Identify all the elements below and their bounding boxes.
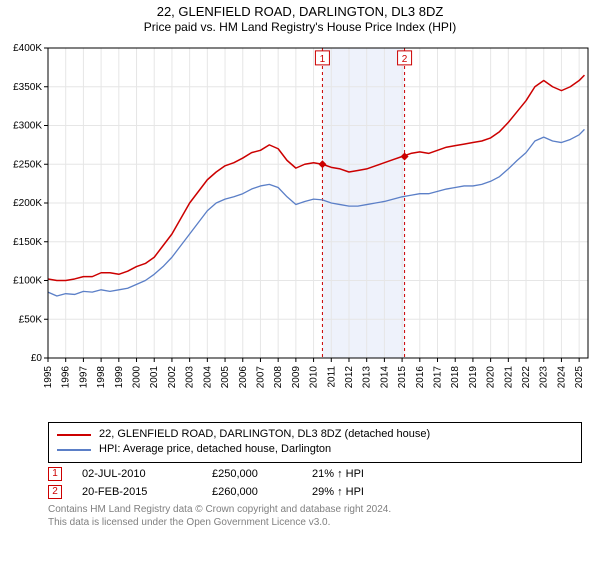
svg-text:2018: 2018 xyxy=(450,366,461,389)
svg-text:2014: 2014 xyxy=(379,366,390,389)
transactions-table: 1 02-JUL-2010 £250,000 21% ↑ HPI 2 20-FE… xyxy=(48,467,582,499)
svg-text:2016: 2016 xyxy=(415,366,426,389)
svg-text:£250K: £250K xyxy=(13,159,42,170)
svg-text:2024: 2024 xyxy=(556,366,567,389)
transaction-price: £260,000 xyxy=(212,486,312,498)
footer-line: Contains HM Land Registry data © Crown c… xyxy=(48,503,582,516)
svg-text:2005: 2005 xyxy=(220,366,231,389)
svg-text:1995: 1995 xyxy=(43,366,54,389)
svg-text:£350K: £350K xyxy=(13,82,42,93)
svg-text:2021: 2021 xyxy=(503,366,514,389)
svg-text:1996: 1996 xyxy=(61,366,72,389)
svg-text:2000: 2000 xyxy=(132,366,143,389)
transaction-diff: 21% ↑ HPI xyxy=(312,468,412,480)
svg-text:2019: 2019 xyxy=(468,366,479,389)
svg-text:2025: 2025 xyxy=(574,366,585,389)
svg-text:£50K: £50K xyxy=(19,314,43,325)
legend-item: HPI: Average price, detached house, Darl… xyxy=(57,442,573,457)
svg-text:2023: 2023 xyxy=(539,366,550,389)
svg-text:2015: 2015 xyxy=(397,366,408,389)
footer-line: This data is licensed under the Open Gov… xyxy=(48,516,582,529)
svg-text:2001: 2001 xyxy=(149,366,160,389)
svg-text:£0: £0 xyxy=(31,353,43,364)
svg-text:2012: 2012 xyxy=(344,366,355,389)
svg-text:2013: 2013 xyxy=(362,366,373,389)
svg-text:2002: 2002 xyxy=(167,366,178,389)
svg-text:2022: 2022 xyxy=(521,366,532,389)
legend-item: 22, GLENFIELD ROAD, DARLINGTON, DL3 8DZ … xyxy=(57,427,573,442)
svg-text:2003: 2003 xyxy=(185,366,196,389)
legend-label: 22, GLENFIELD ROAD, DARLINGTON, DL3 8DZ … xyxy=(99,427,430,442)
transaction-price: £250,000 xyxy=(212,468,312,480)
footer-attribution: Contains HM Land Registry data © Crown c… xyxy=(48,503,582,529)
transaction-date: 02-JUL-2010 xyxy=(82,468,212,480)
line-chart-svg: £0 £50K £100K £150K £200K £250K £300K £350K £400… xyxy=(0,38,600,418)
svg-text:2020: 2020 xyxy=(486,366,497,389)
legend-swatch xyxy=(57,434,91,436)
svg-text:2004: 2004 xyxy=(202,366,213,389)
svg-text:2017: 2017 xyxy=(433,366,444,389)
svg-text:2008: 2008 xyxy=(273,366,284,389)
chart-subtitle: Price paid vs. HM Land Registry's House … xyxy=(0,20,600,34)
svg-text:£400K: £400K xyxy=(13,43,42,54)
svg-text:2006: 2006 xyxy=(238,366,249,389)
svg-text:£300K: £300K xyxy=(13,121,42,132)
svg-text:£150K: £150K xyxy=(13,237,42,248)
svg-text:£200K: £200K xyxy=(13,198,42,209)
table-row: 1 02-JUL-2010 £250,000 21% ↑ HPI xyxy=(48,467,582,481)
svg-text:1: 1 xyxy=(320,54,326,65)
transaction-date: 20-FEB-2015 xyxy=(82,486,212,498)
legend-label: HPI: Average price, detached house, Darl… xyxy=(99,442,331,457)
svg-text:1998: 1998 xyxy=(96,366,107,389)
svg-text:2011: 2011 xyxy=(326,366,337,388)
chart-title: 22, GLENFIELD ROAD, DARLINGTON, DL3 8DZ xyxy=(0,4,600,19)
table-row: 2 20-FEB-2015 £260,000 29% ↑ HPI xyxy=(48,485,582,499)
transaction-diff: 29% ↑ HPI xyxy=(312,486,412,498)
legend-swatch xyxy=(57,449,91,451)
svg-text:2007: 2007 xyxy=(255,366,266,389)
svg-text:£100K: £100K xyxy=(13,276,42,287)
chart-area: £0 £50K £100K £150K £200K £250K £300K £350K £400… xyxy=(0,38,600,418)
svg-text:1997: 1997 xyxy=(78,366,89,389)
legend-box: 22, GLENFIELD ROAD, DARLINGTON, DL3 8DZ … xyxy=(48,422,582,463)
svg-text:2009: 2009 xyxy=(291,366,302,389)
transaction-badge: 1 xyxy=(48,467,62,481)
svg-text:1999: 1999 xyxy=(114,366,125,389)
svg-text:2010: 2010 xyxy=(309,366,320,389)
svg-text:2: 2 xyxy=(402,54,408,65)
transaction-badge: 2 xyxy=(48,485,62,499)
